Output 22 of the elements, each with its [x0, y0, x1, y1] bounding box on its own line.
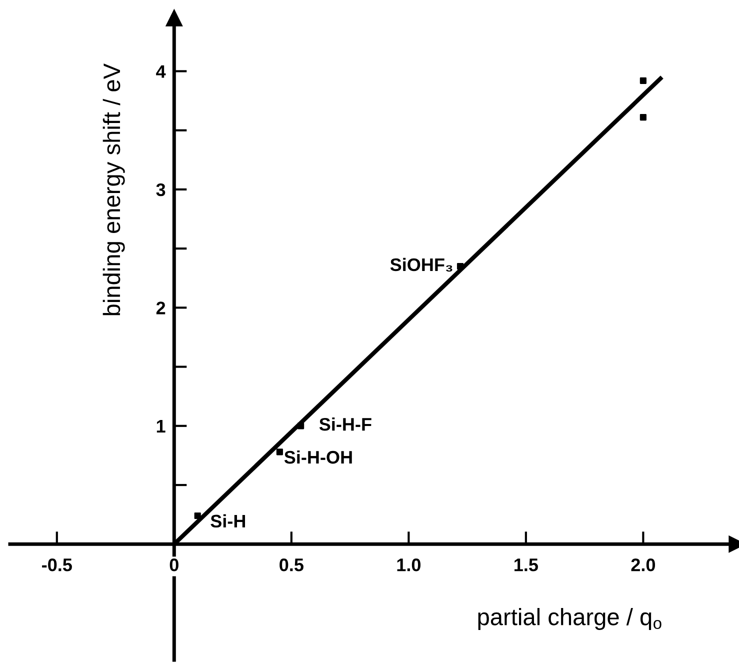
y-axis-title: binding energy shift / eV [102, 63, 125, 316]
x-tick-label: 2.0 [631, 558, 656, 572]
annotation: Si-H [210, 514, 246, 528]
x-tick-label: 0.5 [280, 558, 304, 572]
annotation: SiOHF₃ [390, 258, 452, 272]
y-tick-label: 3 [156, 183, 166, 196]
y-tick-label: 4 [156, 65, 166, 78]
point [298, 422, 304, 430]
y-tick-label: 1 [156, 420, 166, 432]
y-tick-label: 2 [156, 302, 166, 314]
x-tick-label: 1.5 [514, 558, 538, 572]
point [194, 512, 201, 520]
x-tick-label: -0.5 [42, 558, 72, 572]
point [640, 114, 646, 121]
x-tick-label: 1.0 [397, 558, 420, 572]
x-tick-label: 0 [170, 558, 178, 572]
point [456, 262, 464, 270]
annotation: Si-H-F [319, 417, 372, 431]
point [276, 448, 283, 456]
annotation: Si-H-OH [284, 450, 352, 464]
point [640, 77, 646, 84]
x-axis-title: partial charge / q$_{o}$ [478, 608, 662, 630]
